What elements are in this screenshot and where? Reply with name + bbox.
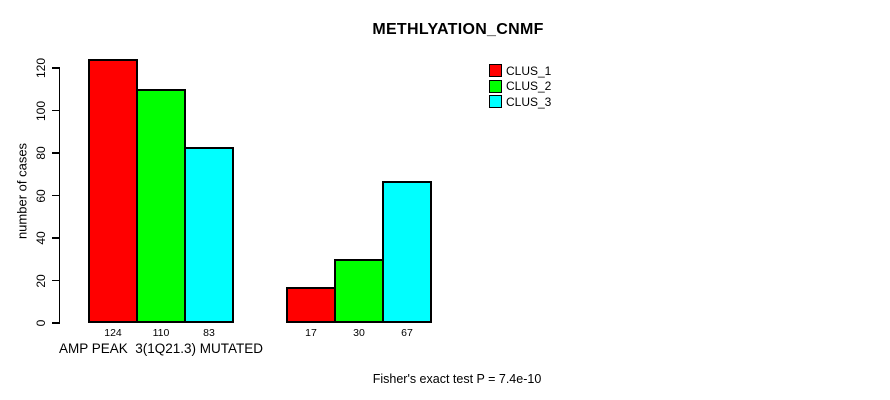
y-axis-tick [52,279,60,282]
y-axis-tick-label: 60 [34,188,48,203]
y-axis-tick [52,152,60,154]
y-axis-tick [52,67,60,69]
bar-value-label: 83 [203,327,215,339]
legend-swatch-icon [489,95,502,109]
legend-item: CLUS_2 [489,79,551,95]
bar-clus_3-group2 [382,181,432,323]
bar-clus_2-group1 [136,89,186,323]
bar-clus_3-group1 [184,147,234,323]
bar-value-label: 17 [305,327,317,339]
group-label: AMP PEAK 3(1Q21.3) MUTATED [58,341,264,356]
y-axis-tick [52,194,60,197]
annotation-text: Fisher's exact test P = 7.4e-10 [372,372,542,386]
y-axis-tick-label: 100 [34,100,48,121]
bar-value-label: 67 [401,327,413,339]
bar-value-label: 124 [104,327,122,339]
y-axis-label: number of cases [14,142,30,240]
bar-value-label: 30 [353,327,365,339]
y-axis-tick-label: 40 [34,231,48,245]
y-axis-tick-label: 0 [34,319,48,327]
legend-item: CLUS_3 [489,94,551,110]
y-axis-tick [52,109,60,112]
legend-label: CLUS_3 [506,94,552,109]
chart-title: METHLYATION_CNMF [372,21,544,38]
legend-label: CLUS_1 [506,63,552,78]
legend-swatch-icon [489,64,502,78]
bar-clus_1-group1 [88,59,138,323]
bar-clus_1-group2 [286,287,336,323]
y-axis-tick [52,237,60,239]
y-axis-tick-label: 120 [34,57,48,79]
legend-swatch-icon [489,79,502,93]
y-axis-tick-label: 80 [34,146,48,160]
bar-clus_2-group2 [334,259,384,323]
legend: CLUS_1 CLUS_2 CLUS_3 [489,63,551,110]
y-axis-tick [52,322,60,324]
y-axis-tick-label: 20 [34,273,48,288]
bar-value-label: 110 [152,327,170,339]
legend-item: CLUS_1 [489,63,551,79]
legend-label: CLUS_2 [506,79,552,94]
